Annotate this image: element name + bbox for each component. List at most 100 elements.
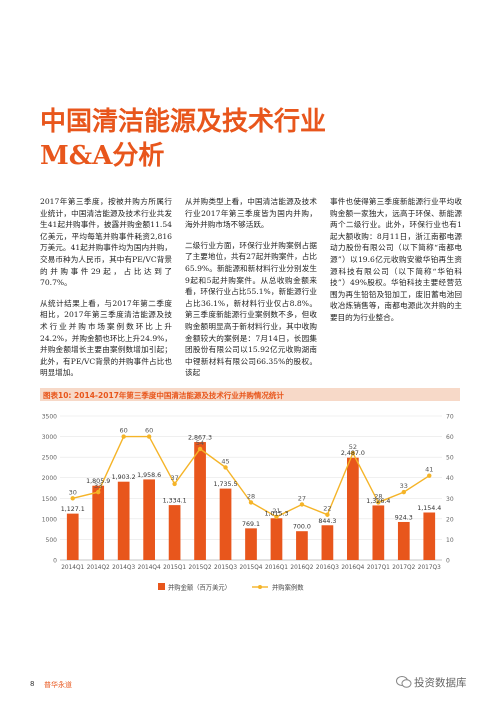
footer-brand: 普华永道 [44,681,72,689]
x-tick-label: 2016Q1 [265,565,288,571]
bar [117,481,130,560]
bar [66,513,79,560]
bar-data-label: 700.0 [293,524,311,531]
paragraph: 事件也使得第三季度新能源行业平均收购金额一家独大，远高于环保、新能源两个二级行业… [330,197,462,322]
bar-data-label: 2,487.0 [341,450,365,457]
legend-swatch-marker [258,585,262,589]
bar-data-label: 1,154.4 [417,505,441,512]
paragraph: 2017年第三季度，按被并购方所属行业统计，中国清洁能源及技术行业共发生41起并… [40,197,172,288]
bar-data-label: 2,867.3 [188,435,212,442]
x-tick-label: 2014Q1 [61,565,84,571]
x-tick-label: 2015Q3 [214,565,237,571]
legend-swatch-bar [158,583,165,590]
wechat-icon [396,676,412,688]
y-left-tick-label: 3500 [42,414,57,421]
x-tick-label: 2014Q3 [112,565,135,571]
paragraph: 从统计结果上看，与2017年第二季度相比，2017年第三季度清洁能源及技术行业并… [40,298,172,378]
x-tick-label: 2015Q2 [189,565,212,571]
line-point [274,514,279,519]
x-tick-label: 2017Q3 [418,565,441,571]
text-column-2: 从并购类型上看，中国清洁能源及技术行业2017年第三季度皆为国内并购，海外并购市… [185,196,317,388]
bar-data-label: 1,735.5 [214,481,238,488]
line-data-label: 60 [145,427,153,435]
line-point [197,446,203,452]
line-point [299,502,305,507]
y-right-tick-label: 10 [446,537,454,544]
y-right-tick-label: 20 [446,516,454,523]
title-line-1: 中国清洁能源及技术行业 [40,107,327,137]
bar-data-label: 924.3 [395,514,413,521]
x-tick-label: 2016Q2 [290,565,313,571]
bar [194,442,206,560]
bar-data-label: 1,805.9 [86,478,110,485]
line-point [146,434,152,439]
y-left-tick-label: 0 [53,558,57,565]
bar-data-label: 1,903.2 [112,474,136,481]
line-data-label: 30 [69,488,77,496]
line-data-label: 28 [374,492,382,500]
bar [372,505,385,560]
watermark: 投资数据库 [396,674,496,690]
line-data-label: 41 [425,466,433,474]
line-point [325,512,330,517]
x-tick-label: 2016Q4 [341,565,364,571]
line-point [223,465,228,470]
bar [245,528,257,560]
line-point [96,489,101,495]
bar-data-label: 1,127.1 [61,506,85,513]
page-number: 8 [30,680,35,688]
x-tick-label: 2017Q2 [392,565,415,571]
legend-label-count: 并购案例数 [272,583,304,592]
bar-data-label: 844.3 [318,518,336,525]
watermark-text: 投资数据库 [414,677,467,689]
y-left-tick-label: 1000 [42,516,57,523]
bar [397,521,410,560]
bar-data-label: 1,334.1 [163,498,187,505]
y-right-tick-label: 30 [446,496,454,503]
bar [296,531,308,560]
line-data-label: 21 [272,507,280,515]
bar [219,488,232,560]
line-point [350,450,356,456]
y-left-tick-label: 500 [46,537,58,544]
y-right-tick-label: 40 [446,475,454,482]
line-point [376,500,381,505]
y-right-tick-label: 60 [446,434,454,441]
title-line-2: M&A分析 [40,141,165,171]
figure-header: 图表10: 2014-2017年第三季度中国清洁能源及技术行业并购情况统计 [40,388,460,401]
x-tick-label: 2014Q2 [87,565,110,571]
line-data-label: 27 [298,494,306,502]
bar-data-label: 1,326.4 [366,498,390,505]
line-data-label: 54 [196,439,204,447]
y-left-tick-label: 2000 [42,475,57,482]
figure-title: 图表10: 2014-2017年第三季度中国清洁能源及技术行业并购情况统计 [43,391,284,400]
y-left-tick-label: 2500 [42,455,57,462]
line-data-label: 33 [94,482,102,490]
x-tick-label: 2016Q3 [316,565,339,571]
line-data-label: 37 [170,474,178,482]
line-point [70,496,75,501]
x-tick-label: 2015Q1 [163,565,186,571]
line-data-label: 52 [349,443,357,451]
line-data-label: 22 [323,505,331,513]
text-column-3: 事件也使得第三季度新能源行业平均收购金额一家独大，远高于环保、新能源两个二级行业… [330,196,462,333]
bar [92,485,105,560]
x-tick-label: 2015Q4 [239,565,262,571]
line-point [427,473,432,478]
bar-data-label: 1,958.6 [137,472,161,479]
line-point [172,481,177,487]
y-left-tick-label: 1500 [42,496,57,503]
legend-label-amount: 并购金额（百万美元） [168,583,231,592]
bar-data-label: 769.1 [242,521,260,528]
y-right-tick-label: 0 [446,558,450,565]
line-data-label: 60 [120,427,128,435]
x-tick-label: 2014Q4 [138,565,161,571]
page-title: 中国清洁能源及技术行业 M&A分析 [40,105,460,173]
line-point [248,500,254,505]
bar [270,518,283,560]
line-point [401,489,406,495]
bar-data-label: 1,015.3 [264,511,288,518]
ma-chart: 0 500 1000 1500 2000 2500 3000 3500 0 10 20 30 40 50 6… [42,414,454,592]
bar [423,512,436,560]
line-data-label: 28 [247,492,255,500]
